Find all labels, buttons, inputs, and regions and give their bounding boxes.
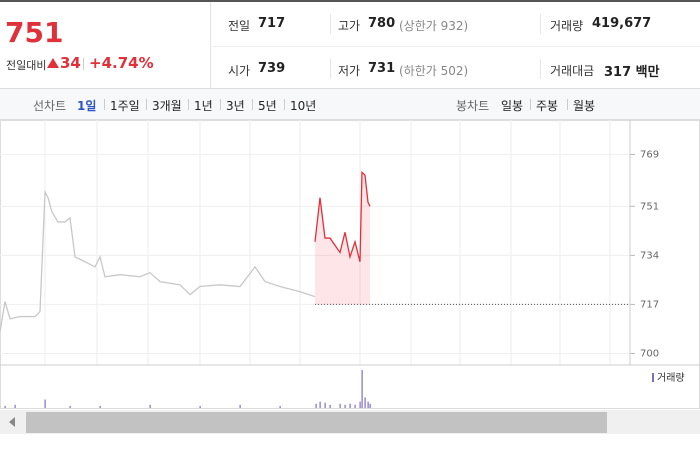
volume-bar [319,401,321,408]
volume-bar [361,370,363,408]
volume-bar [354,404,356,408]
tab-divider [104,99,105,110]
chart: 700 717 734 751 769 거래량 [0,120,700,434]
change-pct: +4.74% [89,54,154,72]
legend-label: 거래량 [657,372,685,384]
tab-divider [220,99,221,110]
scrollbar-thumb[interactable] [26,412,607,433]
volume-bar [99,405,101,408]
volume-bar [44,399,46,408]
tab-divider [530,99,531,110]
divider [83,58,84,70]
volume-bar [349,403,351,408]
info-value: 731 [368,61,396,76]
period-tab[interactable]: 5년 [258,99,277,113]
volume-bar [199,405,201,408]
current-price: 751 [5,16,64,49]
period-tab[interactable]: 1년 [194,99,213,113]
change-label: 전일대비 [6,59,47,72]
area-fill [315,172,370,305]
info-label: 고가 [338,19,361,33]
period-tab[interactable]: 1일 [77,99,97,113]
volume-bar [69,405,71,408]
info-label: 전일 [228,19,251,33]
period-tab[interactable]: 1주일 [110,99,140,113]
candle-tab[interactable]: 주봉 [536,99,559,113]
y-tick-label: 734 [640,250,659,261]
period-tab[interactable]: 3년 [226,99,245,113]
price-line [314,170,371,262]
volume-bar [149,404,151,408]
volume-bar [367,401,369,408]
divider [210,46,700,47]
price-line [0,189,316,332]
y-tick-label: 700 [640,348,659,359]
line-chart-label: 선차트 [33,99,67,113]
change: 34 [60,54,81,72]
tab-divider [252,99,253,110]
volume-bar [339,403,341,408]
volume-bar [14,404,16,408]
divider [540,59,541,79]
header: 751 전일대비 34 +4.74% 전일 717 고가 780 (상한가 932) 거래… [0,0,700,88]
divider [330,59,331,79]
info-value: 780 [368,16,396,31]
info-note: (하한가 502) [399,64,469,78]
info-value: 717 [258,16,286,31]
info-label: 시가 [228,64,251,78]
info-label: 거래대금 [550,64,595,78]
volume-bar [329,404,331,408]
volume-bar [324,402,326,408]
tab-divider [567,99,568,110]
divider [330,14,331,34]
tab-divider [284,99,285,110]
volume-bar [344,404,346,408]
info-value: 739 [258,61,286,76]
volume-bar [239,404,241,408]
info-value: 419,677 [592,16,652,31]
y-tick-label: 751 [640,201,659,212]
period-tab[interactable]: 10년 [290,99,317,113]
scroll-left-arrow[interactable] [9,417,15,427]
volume-bar [364,397,366,408]
candle-tab[interactable]: 월봉 [573,99,596,113]
volume-bar [4,405,6,408]
tab-divider [146,99,147,110]
candle-tab[interactable]: 일봉 [501,99,524,113]
tab-bar: 선차트 1일 1주일 3개월 1년 3년 5년 10년 봉차트 일봉 주봉 월봉 [0,88,700,120]
tab-divider [188,99,189,110]
info-label: 저가 [338,64,361,78]
period-tab[interactable]: 3개월 [152,99,182,113]
up-arrow [47,58,59,68]
legend-swatch [652,373,654,382]
info-value: 317 백만 [604,65,660,80]
volume-bar [279,405,281,408]
y-tick-label: 769 [640,149,659,160]
info-label: 거래량 [550,19,584,33]
info-note: (상한가 932) [399,19,469,33]
candle-chart-label: 봉차트 [456,99,490,113]
volume-bar [315,403,317,408]
volume-bar [359,401,361,408]
divider [540,14,541,34]
volume-bar [369,403,371,408]
y-tick-label: 717 [640,299,659,310]
divider [210,2,211,88]
